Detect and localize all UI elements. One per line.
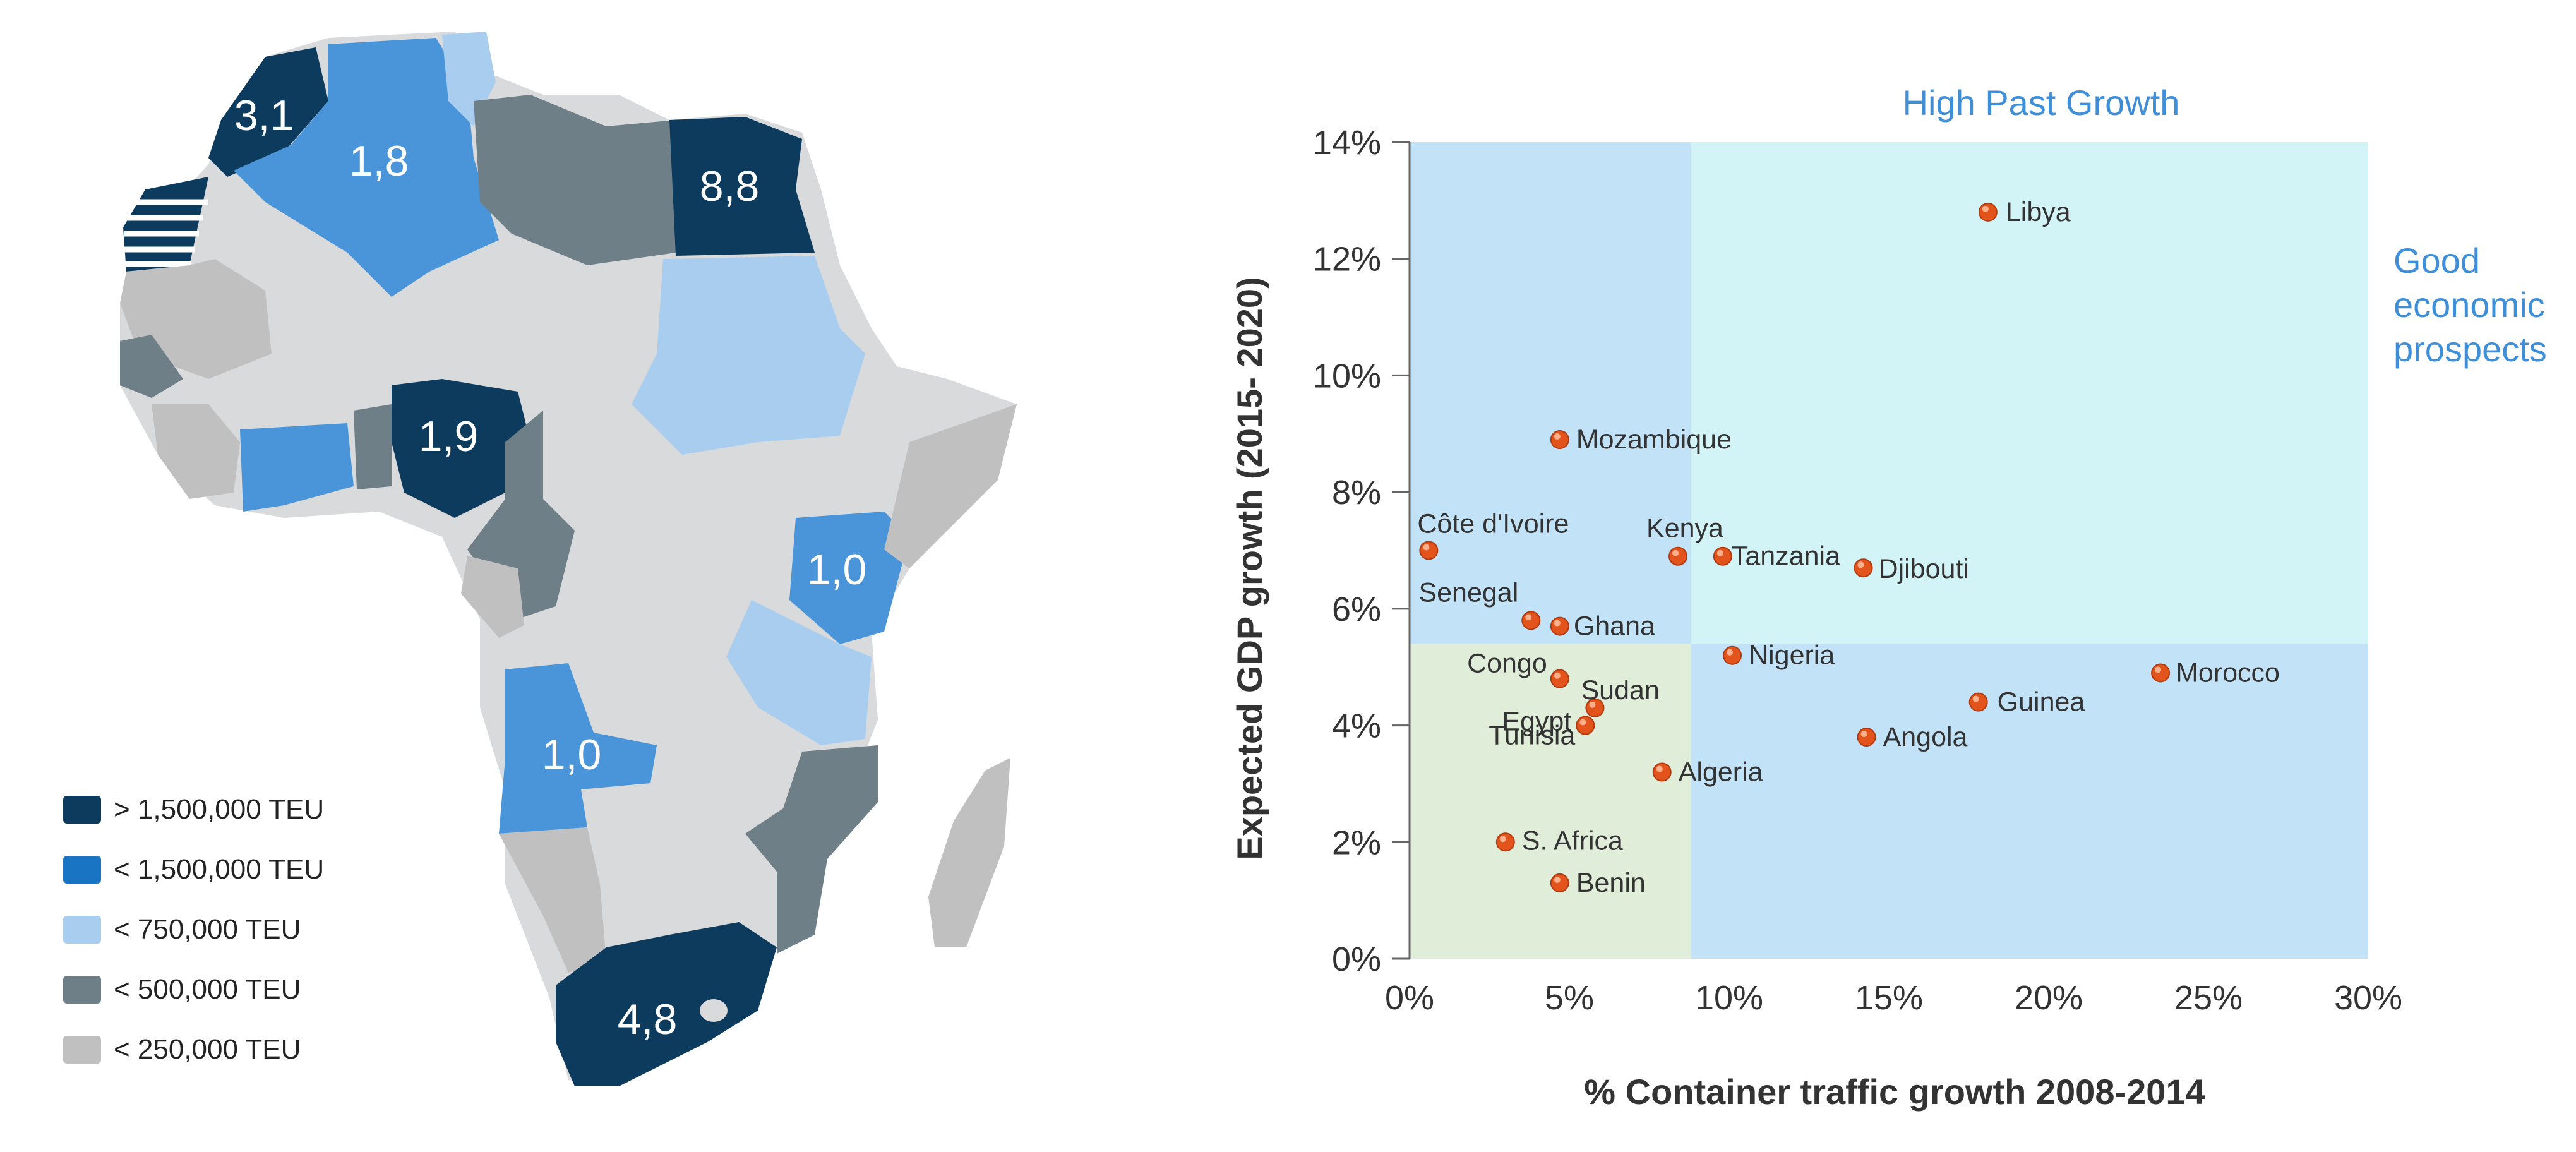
data-point-benin — [1551, 874, 1569, 892]
data-point-congo — [1551, 670, 1569, 688]
y-tick-label: 0% — [1332, 940, 1381, 978]
annotation-good-economic-prospects-1: Good — [2393, 241, 2480, 280]
point-label-nigeria: Nigeria — [1749, 640, 1835, 671]
data-point-guinea — [1970, 693, 1987, 711]
x-tick-label: 25% — [2174, 979, 2243, 1017]
data-point-mozambique — [1551, 431, 1569, 448]
data-point-highlight — [1554, 877, 1561, 883]
point-label-congo: Congo — [1467, 649, 1547, 679]
data-point-senegal — [1522, 611, 1540, 629]
data-point-kenya — [1669, 548, 1687, 565]
y-tick-label: 4% — [1332, 707, 1381, 745]
point-label-sudan: Sudan — [1581, 675, 1659, 705]
annotation-good-economic-prospects-3: prospects — [2393, 329, 2547, 369]
y-tick-label: 6% — [1332, 591, 1381, 628]
data-point-highlight — [1717, 550, 1723, 556]
data-point-libya — [1979, 203, 1997, 221]
data-point-angola — [1858, 728, 1876, 746]
data-point-highlight — [1727, 649, 1733, 656]
x-tick-label: 0% — [1385, 979, 1434, 1017]
y-tick-label: 14% — [1313, 124, 1381, 162]
point-label-s-africa: S. Africa — [1522, 825, 1623, 856]
point-label-c-te-d-ivoire: Côte d'Ivoire — [1417, 509, 1569, 539]
data-point-highlight — [1500, 836, 1506, 842]
data-point-highlight — [1554, 673, 1561, 679]
point-label-tanzania: Tanzania — [1732, 541, 1840, 572]
point-label-algeria: Algeria — [1679, 757, 1763, 787]
y-tick-label: 10% — [1313, 357, 1381, 395]
data-point-highlight — [1579, 719, 1586, 726]
y-axis-title: Expected GDP growth (2015- 2020) — [1230, 277, 1269, 860]
point-label-benin: Benin — [1576, 868, 1646, 898]
point-label-senegal: Senegal — [1418, 577, 1518, 608]
x-tick-label: 10% — [1695, 979, 1763, 1017]
point-label-libya: Libya — [2006, 197, 2071, 227]
data-point-highlight — [1973, 696, 1979, 702]
y-tick-label: 2% — [1332, 824, 1381, 861]
data-point-s-africa — [1497, 833, 1514, 851]
point-label-guinea: Guinea — [1998, 687, 2085, 717]
x-tick-label: 30% — [2334, 979, 2402, 1017]
annotation-high-past-growth: High Past Growth — [1903, 83, 2180, 123]
data-point-c-te-d-ivoire — [1420, 542, 1437, 560]
data-point-tanzania — [1714, 548, 1732, 565]
point-label-mozambique: Mozambique — [1576, 424, 1732, 455]
point-label-ghana: Ghana — [1574, 611, 1655, 642]
data-point-highlight — [1525, 614, 1531, 620]
quadrant-top-left — [1410, 142, 1691, 644]
point-label-djibouti: Djibouti — [1879, 554, 1969, 584]
point-label-morocco: Morocco — [2176, 657, 2280, 688]
data-point-highlight — [2155, 666, 2161, 673]
point-label-kenya: Kenya — [1646, 513, 1723, 544]
x-axis-title: % Container traffic growth 2008-2014 — [1584, 1072, 2205, 1112]
data-point-tunisia — [1576, 717, 1594, 735]
data-point-algeria — [1653, 763, 1671, 781]
data-point-morocco — [2152, 664, 2169, 681]
data-point-highlight — [1656, 765, 1663, 772]
data-point-nigeria — [1723, 647, 1741, 664]
data-point-highlight — [1858, 561, 1864, 568]
point-label-tunisia: Tunisia — [1489, 721, 1575, 751]
point-label-angola: Angola — [1883, 722, 1968, 752]
annotation-good-economic-prospects-2: economic — [2393, 285, 2545, 325]
y-tick-label: 8% — [1332, 474, 1381, 512]
data-point-highlight — [1554, 433, 1561, 440]
data-point-highlight — [1672, 550, 1679, 556]
x-tick-label: 20% — [2015, 979, 2083, 1017]
data-point-highlight — [1861, 731, 1867, 737]
data-point-ghana — [1551, 618, 1569, 635]
y-tick-label: 12% — [1313, 241, 1381, 279]
data-point-djibouti — [1855, 559, 1872, 577]
data-point-highlight — [1982, 206, 1989, 212]
x-tick-label: 15% — [1855, 979, 1923, 1017]
data-point-highlight — [1423, 544, 1429, 551]
x-tick-label: 5% — [1545, 979, 1594, 1017]
data-point-highlight — [1554, 620, 1561, 627]
